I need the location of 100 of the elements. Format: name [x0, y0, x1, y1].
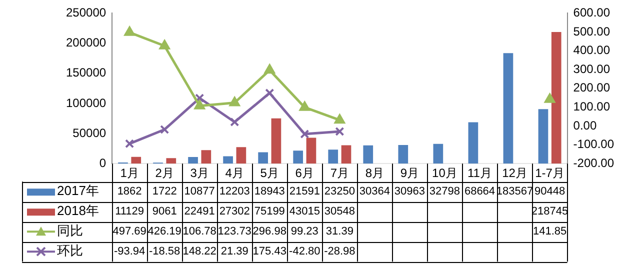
x-tick-label: 7月	[330, 166, 350, 180]
point	[335, 126, 344, 136]
x-tick-label: 11月	[468, 166, 492, 180]
point	[264, 64, 275, 74]
data-label: -18.58	[148, 246, 180, 258]
legend-label: 同比	[57, 223, 83, 238]
data-label: 497.69	[112, 226, 146, 238]
point	[300, 130, 310, 139]
data-label: 68664	[464, 186, 496, 198]
legend-label: 2017年	[57, 183, 99, 198]
data-label: 426.19	[148, 226, 182, 238]
bar	[468, 122, 478, 164]
y2-tick-label: 300.00	[573, 62, 610, 76]
x-tick-label: 2月	[155, 166, 174, 180]
data-label: 175.43	[252, 246, 286, 258]
data-label: 27302	[219, 206, 250, 218]
bar	[433, 144, 444, 164]
y2-tick-label: 100.00	[573, 100, 610, 114]
data-label: 1862	[117, 186, 142, 198]
bar	[293, 150, 304, 164]
x-tick-label: 5月	[260, 166, 279, 180]
data-label: 30364	[359, 186, 390, 198]
y2-tick-label: 600.00	[573, 6, 610, 20]
point	[125, 139, 134, 148]
y-tick-label: 250000	[66, 6, 106, 20]
bar	[188, 157, 198, 164]
y2-tick-label: 200.00	[573, 80, 610, 95]
y2-tick-label: -200.00	[573, 156, 614, 170]
bar	[328, 150, 338, 164]
x-tick-label: 1月	[120, 166, 139, 180]
data-label: 1722	[152, 186, 177, 198]
point	[299, 101, 310, 111]
data-label: 123.73	[218, 226, 252, 238]
y-tick-label: 150000	[66, 66, 106, 80]
legend-label: 环比	[57, 243, 83, 258]
data-label: 9061	[152, 206, 177, 218]
data-label: 31.39	[326, 226, 354, 238]
data-label: -28.98	[324, 246, 356, 258]
bar	[551, 32, 562, 164]
data-label: 43015	[289, 206, 320, 218]
data-label: 32798	[429, 186, 460, 198]
bar	[201, 150, 212, 164]
y-tick-label: 0	[99, 156, 106, 170]
x-tick-label: 12月	[502, 166, 528, 180]
bar	[258, 152, 268, 164]
bar	[131, 156, 142, 164]
bar	[306, 138, 316, 164]
x-tick-label: 3月	[190, 166, 209, 180]
bar	[341, 145, 352, 164]
y-tick-label: 50000	[72, 126, 106, 140]
point	[265, 88, 274, 98]
bar	[223, 156, 233, 164]
data-label: 11129	[115, 206, 144, 218]
y2-tick-label: 500.00	[573, 24, 610, 38]
point	[544, 93, 556, 103]
legend-label: 2018年	[57, 203, 99, 218]
x-tick-label: 6月	[295, 166, 314, 180]
data-label: -42.80	[289, 246, 320, 258]
y2-tick-label: 0.00	[573, 118, 597, 132]
data-label: 141.85	[532, 226, 567, 238]
data-label: 106.78	[182, 226, 216, 238]
data-label: -93.94	[114, 246, 146, 258]
data-label: 21591	[289, 186, 320, 198]
y2-tick-label: 400.00	[573, 43, 610, 58]
data-label: 75199	[254, 206, 285, 218]
bar	[538, 109, 548, 164]
x-tick-label: 10月	[432, 166, 458, 180]
point	[159, 40, 170, 50]
y-tick-label: 200000	[66, 36, 106, 50]
data-label: 12203	[219, 186, 250, 198]
data-label: 30548	[324, 206, 355, 218]
bar	[166, 158, 176, 164]
data-label: 18943	[254, 186, 285, 198]
x-tick-label: 4月	[225, 166, 244, 180]
bar	[503, 53, 514, 164]
bar	[363, 145, 374, 164]
y2-tick-label: -100.00	[573, 137, 614, 152]
point	[194, 100, 205, 110]
point	[160, 124, 170, 134]
x-tick-label: 1-7月	[535, 166, 564, 180]
x-tick-label: 8月	[365, 166, 384, 180]
point	[124, 26, 135, 36]
point	[195, 94, 204, 103]
data-label: 21.39	[220, 246, 248, 258]
data-label: 10877	[184, 186, 215, 198]
data-label: 90448	[534, 186, 566, 198]
data-label: 30963	[394, 186, 426, 198]
bar	[236, 147, 246, 164]
x-tick-label: 9月	[400, 166, 420, 180]
data-label: 23250	[324, 186, 355, 198]
point	[334, 114, 345, 124]
point	[230, 117, 240, 127]
data-label: 296.98	[252, 226, 286, 238]
y-tick-label: 100000	[66, 96, 106, 110]
bar	[398, 144, 408, 164]
point	[229, 96, 240, 106]
data-label: 148.22	[182, 246, 216, 258]
bar	[271, 118, 282, 164]
data-label: 22491	[184, 206, 215, 218]
data-label: 99.23	[290, 226, 318, 238]
